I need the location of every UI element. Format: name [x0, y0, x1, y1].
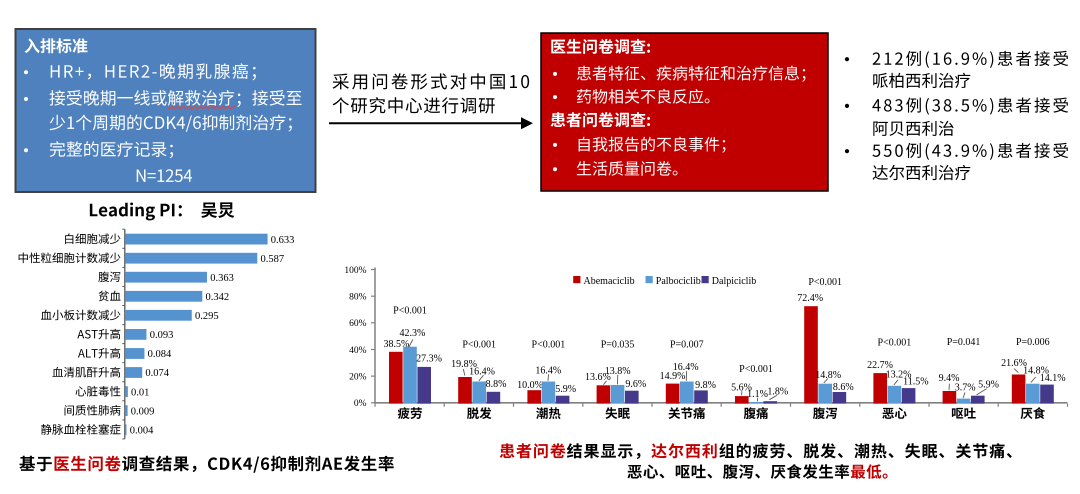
- svg-text:P=0.041: P=0.041: [947, 337, 981, 348]
- svg-text:0.093: 0.093: [150, 330, 174, 341]
- svg-text:0.01: 0.01: [131, 387, 149, 398]
- svg-text:20%: 20%: [349, 373, 367, 383]
- svg-text:42.3%: 42.3%: [399, 328, 425, 339]
- svg-text:P<0.001: P<0.001: [393, 306, 427, 317]
- svg-text:10.0%: 10.0%: [517, 380, 543, 391]
- svg-text:P<0.001: P<0.001: [462, 340, 496, 351]
- svg-text:8.8%: 8.8%: [486, 379, 507, 390]
- svg-text:0.295: 0.295: [195, 311, 219, 322]
- svg-text:16.4%: 16.4%: [469, 367, 495, 378]
- svg-text:0%: 0%: [354, 399, 367, 409]
- svg-text:P<0.001: P<0.001: [739, 364, 773, 375]
- svg-text:P<0.001: P<0.001: [878, 338, 912, 349]
- svg-text:5.9%: 5.9%: [978, 380, 999, 391]
- svg-text:14.1%: 14.1%: [1040, 373, 1066, 384]
- svg-text:5.9%: 5.9%: [555, 384, 576, 395]
- svg-text:0.342: 0.342: [206, 292, 230, 303]
- svg-text:0.633: 0.633: [271, 235, 295, 246]
- svg-text:0.074: 0.074: [145, 368, 169, 379]
- svg-text:60%: 60%: [349, 319, 367, 329]
- svg-text:P=0.035: P=0.035: [601, 340, 635, 351]
- svg-text:0.363: 0.363: [210, 273, 234, 284]
- svg-text:100%: 100%: [344, 266, 366, 276]
- svg-text:P=0.007: P=0.007: [670, 340, 704, 351]
- svg-text:40%: 40%: [349, 346, 367, 356]
- svg-text:P<0.001: P<0.001: [808, 277, 842, 288]
- svg-text:9.6%: 9.6%: [625, 379, 646, 390]
- svg-text:72.4%: 72.4%: [797, 293, 823, 304]
- svg-text:P<0.001: P<0.001: [532, 340, 566, 351]
- svg-text:1.8%: 1.8%: [767, 387, 788, 398]
- svg-text:P=0.006: P=0.006: [1016, 337, 1050, 348]
- svg-text:0.009: 0.009: [131, 406, 155, 417]
- svg-text:Dalpiciclib: Dalpiciclib: [712, 276, 756, 287]
- svg-text:0.004: 0.004: [130, 425, 154, 436]
- svg-text:80%: 80%: [349, 293, 367, 303]
- svg-text:8.6%: 8.6%: [833, 382, 854, 393]
- svg-text:3.7%: 3.7%: [955, 383, 976, 394]
- svg-text:27.3%: 27.3%: [416, 354, 442, 365]
- svg-text:Palbociclib: Palbociclib: [656, 276, 701, 287]
- svg-text:0.084: 0.084: [148, 349, 172, 360]
- svg-text:11.5%: 11.5%: [903, 377, 928, 388]
- svg-text:Abemaciclib: Abemaciclib: [584, 276, 635, 287]
- svg-text:14.8%: 14.8%: [815, 370, 841, 381]
- svg-text:16.4%: 16.4%: [673, 362, 699, 373]
- svg-text:0.587: 0.587: [261, 254, 285, 265]
- svg-text:9.8%: 9.8%: [695, 380, 716, 391]
